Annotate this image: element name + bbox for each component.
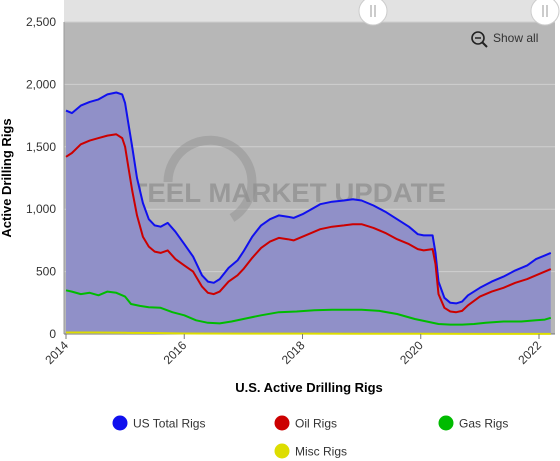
watermark-swoosh: [163, 135, 257, 222]
legend-marker: [438, 415, 454, 431]
line-oil-rigs: [65, 133, 552, 314]
series-areas: [66, 92, 551, 334]
legend-item-gas-rigs[interactable]: Gas Rigs: [438, 415, 509, 431]
legend-item-misc-rigs[interactable]: Misc Rigs: [274, 443, 348, 459]
legend-label: Oil Rigs: [295, 417, 337, 431]
x-tick-label: 2018: [279, 338, 308, 367]
legend-item-oil-rigs[interactable]: Oil Rigs: [274, 415, 338, 431]
plot-top-band: [64, 0, 555, 22]
series-lines: [65, 91, 552, 335]
y-axis-ticks: 0 500 1,000 1,500 2,000 2,500: [26, 15, 56, 341]
legend-marker: [112, 415, 128, 431]
legend-label: US Total Rigs: [133, 417, 205, 431]
range-handle-left[interactable]: [358, 0, 388, 26]
y-tick-label: 500: [36, 265, 56, 279]
line-gas-rigs: [65, 289, 552, 326]
legend-marker: [274, 415, 290, 431]
line-us-total-rigs: [65, 91, 552, 305]
legend: US Total Rigs Oil Rigs Gas Rigs Misc Rigs: [112, 415, 509, 459]
watermark-text: STEEL MARKET UPDATE: [112, 178, 446, 208]
y-tick-label: 2,500: [26, 15, 56, 29]
x-tick-label: 2022: [515, 338, 544, 367]
legend-item-us-total-rigs[interactable]: US Total Rigs: [112, 415, 206, 431]
x-tick-label: 2016: [161, 338, 190, 367]
zoom-out-icon-handle: [481, 41, 488, 48]
x-tick-label: 2014: [42, 338, 71, 367]
x-axis-title: U.S. Active Drilling Rigs: [235, 380, 383, 395]
x-tick-label: 2020: [397, 338, 426, 367]
y-tick-label: 0: [49, 327, 56, 341]
show-all-label: Show all: [493, 31, 538, 45]
y-tick-label: 2,000: [26, 77, 56, 91]
line-misc-rigs: [66, 331, 551, 335]
y-tick-label: 1,000: [26, 202, 56, 216]
legend-label: Gas Rigs: [459, 417, 508, 431]
watermark-logo: STEEL MARKET UPDATE: [112, 135, 446, 222]
zoom-out-icon: [471, 31, 485, 45]
y-axis-title: Active Drilling Rigs: [0, 118, 14, 237]
show-all-button[interactable]: Show all: [471, 31, 538, 48]
range-handle-right[interactable]: [530, 0, 560, 26]
legend-marker: [274, 443, 290, 459]
y-tick-label: 1,500: [26, 140, 56, 154]
legend-label: Misc Rigs: [295, 445, 347, 459]
area-us-total-rigs: [66, 92, 551, 334]
x-axis-ticks: 2014 2016 2018 2020 2022: [42, 334, 544, 367]
